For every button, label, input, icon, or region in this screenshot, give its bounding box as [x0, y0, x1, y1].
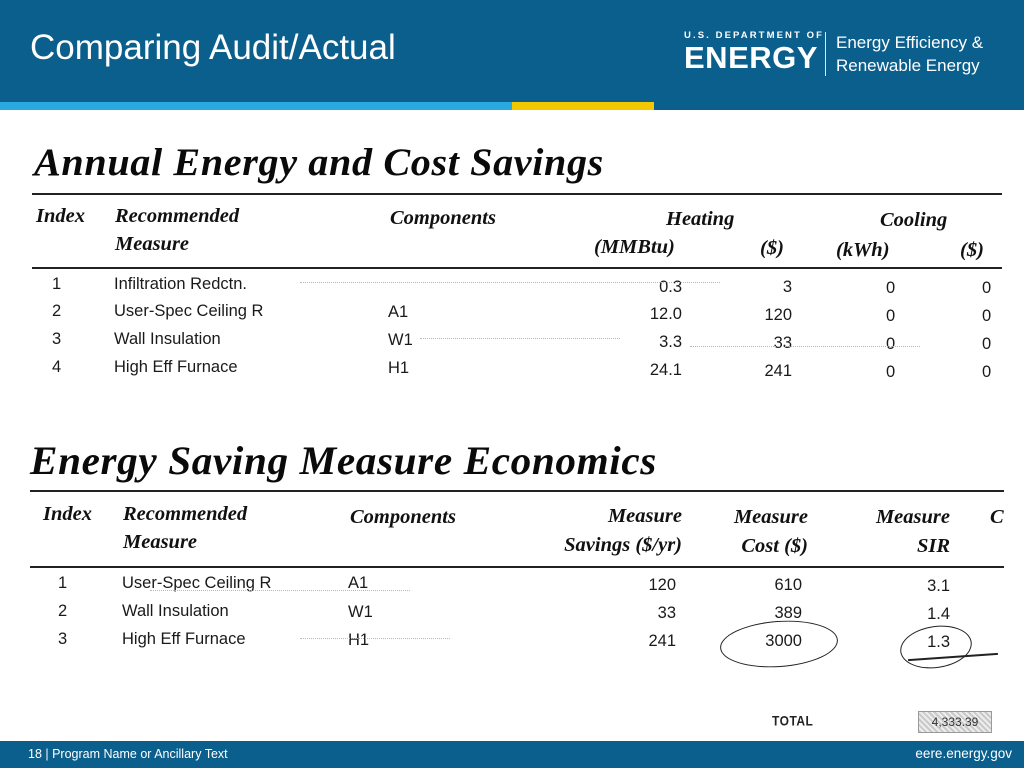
economics-header-cost-1: Measure — [733, 506, 808, 528]
savings-header-kwh: (kWh) — [836, 239, 890, 261]
economics-cell-savings: 33 — [657, 604, 676, 622]
economics-cell-cost: 3000 — [765, 632, 802, 650]
economics-header-cost-2: Cost ($) — [741, 535, 808, 557]
savings-cell-heat-dollars: 3 — [782, 278, 792, 296]
savings-header-cooling: Cooling — [880, 209, 948, 231]
savings-cell-measure: Wall Insulation — [114, 330, 221, 348]
header-stripe-yellow — [512, 102, 654, 110]
economics-header-measure-2: Measure — [123, 531, 198, 553]
economics-cell-savings: 241 — [648, 632, 676, 650]
header-stripe-blue — [0, 102, 512, 110]
savings-title-rule — [32, 193, 1002, 195]
economics-cell-measure: Wall Insulation — [122, 602, 229, 620]
savings-cell-kwh: 0 — [886, 279, 896, 297]
economics-header-sir-1: Measure — [875, 506, 950, 528]
savings-cell-index: 3 — [52, 330, 62, 348]
economics-cell-sir: 1.3 — [927, 633, 950, 651]
scan-noise — [300, 282, 720, 283]
savings-header-measure-2: Measure — [115, 233, 190, 255]
savings-cell-component: A1 — [388, 303, 409, 321]
savings-cell-component: H1 — [388, 359, 410, 377]
scan-noise — [300, 638, 450, 639]
economics-cell-component: H1 — [348, 631, 370, 649]
savings-header-components: Components — [390, 207, 496, 229]
economics-cell-cost: 610 — [774, 576, 802, 594]
savings-cell-index: 4 — [52, 358, 62, 376]
economics-title-rule — [30, 490, 1004, 492]
economics-header-savings-1: Measure — [607, 505, 682, 527]
economics-header-sir-2: SIR — [916, 535, 950, 557]
total-value: 4,333.39 — [918, 711, 992, 733]
total-label: TOTAL — [772, 712, 814, 730]
economics-cell-sir: 3.1 — [927, 577, 950, 595]
footer-website: eere.energy.gov — [915, 746, 1012, 761]
economics-cell-index: 2 — [58, 602, 68, 620]
savings-header-heat-dollars: ($) — [760, 237, 784, 259]
scan-noise — [420, 338, 620, 339]
savings-cell-cool-dollars: 0 — [982, 335, 992, 353]
savings-header-mmbtu: (MMBtu) — [594, 236, 675, 258]
savings-header-cool-dollars: ($) — [960, 239, 984, 261]
savings-cell-heat-dollars: 241 — [764, 362, 792, 380]
savings-cell-mmbtu: 0.3 — [659, 278, 682, 296]
savings-header-index: Index — [36, 205, 85, 227]
scan-noise — [690, 346, 920, 347]
office-name: Energy Efficiency & Renewable Energy — [836, 31, 983, 77]
savings-cell-cool-dollars: 0 — [982, 307, 992, 325]
savings-cell-measure: User-Spec Ceiling R — [114, 302, 264, 320]
savings-cell-heat-dollars: 33 — [773, 334, 792, 352]
economics-cell-cost: 389 — [774, 604, 802, 622]
savings-header-heating: Heating — [666, 208, 735, 230]
economics-cell-index: 1 — [58, 574, 68, 592]
savings-cell-kwh: 0 — [886, 307, 896, 325]
savings-cell-index: 1 — [52, 275, 62, 293]
economics-cell-sir: 1.4 — [927, 605, 950, 623]
economics-header-measure-1: Recommended — [123, 503, 248, 525]
doe-logo: U.S. DEPARTMENT OF ENERGY — [684, 30, 825, 76]
economics-cell-component: A1 — [348, 574, 369, 592]
economics-cell-measure: User-Spec Ceiling R — [122, 574, 272, 592]
savings-cell-measure: Infiltration Redctn. — [114, 275, 247, 293]
savings-cell-cool-dollars: 0 — [982, 279, 992, 297]
savings-header-measure-1: Recommended — [115, 205, 240, 227]
economics-cell-index: 3 — [58, 630, 68, 648]
logo-divider — [825, 32, 826, 76]
office-name-line1: Energy Efficiency & — [836, 33, 984, 52]
economics-header-index: Index — [43, 503, 92, 525]
economics-header-savings-2: Savings ($/yr) — [564, 534, 682, 556]
economics-header-components: Components — [350, 506, 456, 528]
savings-cell-cool-dollars: 0 — [982, 363, 992, 381]
savings-cell-index: 2 — [52, 302, 62, 320]
savings-cell-mmbtu: 3.3 — [659, 333, 682, 351]
savings-header-rule — [32, 267, 1002, 269]
economics-cell-component: W1 — [348, 603, 373, 621]
savings-cell-measure: High Eff Furnace — [114, 358, 238, 376]
scanned-document: Annual Energy and Cost Savings Index Rec… — [0, 110, 1024, 741]
slide-header: Comparing Audit/Actual U.S. DEPARTMENT O… — [0, 0, 1024, 102]
footer-program-text: 18 | Program Name or Ancillary Text — [28, 747, 228, 761]
doe-logo-small-text: U.S. DEPARTMENT OF — [684, 30, 825, 41]
hand-drawn-circle-cost — [718, 616, 840, 672]
savings-cell-kwh: 0 — [886, 335, 896, 353]
slide-footer: 18 | Program Name or Ancillary Text eere… — [0, 741, 1024, 768]
economics-header-rule — [30, 566, 1004, 568]
economics-table-title: Energy Saving Measure Economics — [30, 438, 657, 483]
savings-table-title: Annual Energy and Cost Savings — [34, 141, 604, 184]
slide-title: Comparing Audit/Actual — [30, 28, 396, 67]
savings-cell-mmbtu: 12.0 — [649, 305, 682, 323]
header-stripe-dark — [654, 102, 1024, 110]
economics-header-cut-off: C — [990, 506, 1004, 528]
economics-cell-savings: 120 — [648, 576, 676, 594]
hand-drawn-circle-sir — [897, 621, 975, 673]
economics-cell-measure: High Eff Furnace — [122, 630, 246, 648]
savings-cell-heat-dollars: 120 — [764, 306, 792, 324]
savings-cell-mmbtu: 24.1 — [649, 361, 682, 379]
savings-cell-component: W1 — [388, 331, 413, 349]
savings-cell-kwh: 0 — [886, 363, 896, 381]
office-name-line2: Renewable Energy — [836, 56, 980, 75]
scan-noise — [150, 590, 410, 591]
doe-logo-big-text: ENERGY — [684, 40, 818, 75]
